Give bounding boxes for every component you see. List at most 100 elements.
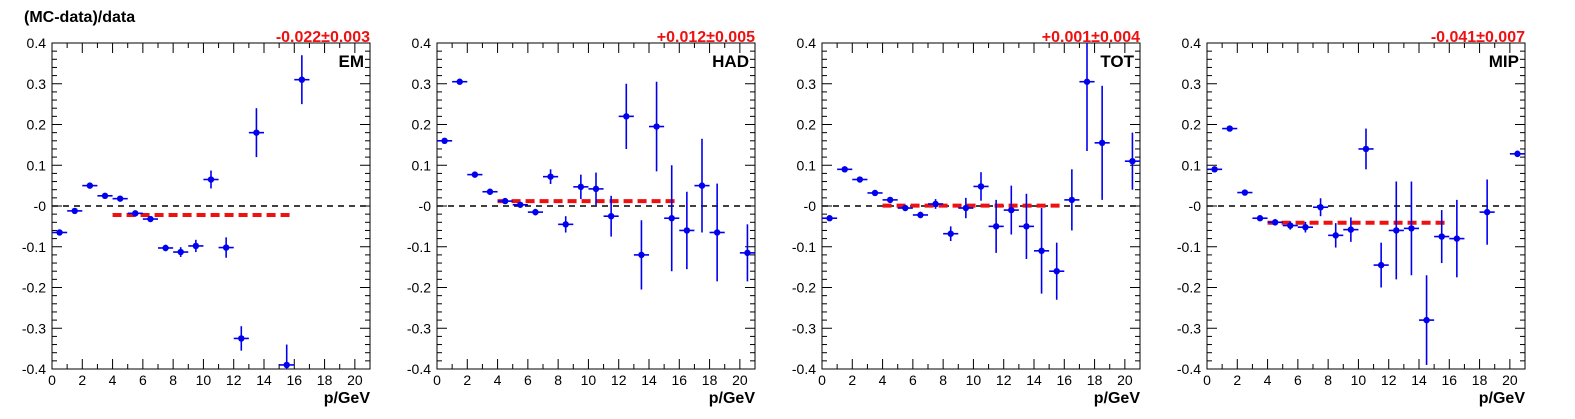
x-tick-label: 2 — [78, 372, 86, 388]
data-point — [744, 249, 751, 257]
panel-label: EM — [339, 52, 365, 71]
x-tick-label: 20 — [732, 372, 748, 388]
data-point — [1271, 219, 1279, 226]
x-tick-label: 6 — [139, 372, 147, 388]
y-tick-label: -0 — [419, 198, 432, 214]
x-tick-label: 14 — [256, 372, 272, 388]
y-tick-label: 0.2 — [412, 117, 432, 133]
chart-panel-had: -0.4 -0.3 -0.2 -0.1 -0 0.1 0.2 0.3 0.4 0 2 4 6 8 10 12 1… — [407, 29, 756, 407]
x-tick-label: 20 — [347, 372, 363, 388]
x-tick-label: 16 — [671, 372, 687, 388]
data-points — [822, 43, 1140, 300]
panel-label: HAD — [712, 52, 749, 71]
figure-title: (MC-data)/data — [24, 9, 135, 26]
data-point — [962, 204, 970, 212]
data-point — [902, 204, 909, 212]
y-tick-label: -0.2 — [792, 280, 816, 296]
y-tick-label: 0.2 — [797, 117, 817, 133]
y-tick-label: -0.4 — [792, 361, 816, 377]
data-point — [1483, 208, 1491, 216]
data-point — [1083, 78, 1091, 85]
x-tick-label: 20 — [1502, 372, 1518, 388]
x-tick-label: 10 — [581, 372, 597, 388]
data-point — [947, 230, 954, 237]
x-tick-label: 8 — [169, 372, 177, 388]
x-tick-label: 2 — [1233, 372, 1241, 388]
data-point — [871, 189, 879, 197]
x-tick-label: 4 — [109, 372, 117, 388]
y-tick-label: -0.3 — [407, 320, 431, 336]
x-tick-label: 2 — [848, 372, 856, 388]
x-tick-label: 12 — [1381, 372, 1397, 388]
data-point — [116, 195, 124, 202]
data-point — [1377, 261, 1385, 269]
y-tick-label: -0.1 — [22, 239, 46, 255]
x-tick-label: 20 — [1117, 372, 1133, 388]
data-point — [562, 221, 569, 228]
data-point — [1256, 215, 1264, 222]
data-point — [177, 248, 184, 256]
x-tick-label: 0 — [48, 372, 56, 388]
data-point — [917, 211, 924, 219]
data-point — [238, 335, 245, 342]
data-point — [577, 183, 585, 191]
data-point — [1023, 223, 1030, 230]
x-tick-label: 12 — [996, 372, 1012, 388]
data-point — [71, 207, 78, 215]
y-tick-label: 0.2 — [27, 117, 47, 133]
data-point — [132, 210, 139, 217]
y-tick-label: 0.1 — [412, 157, 432, 173]
data-point — [1211, 166, 1218, 173]
x-tick-label: 10 — [196, 372, 212, 388]
y-tick-label: -0.1 — [407, 239, 431, 255]
data-point — [1317, 204, 1324, 211]
x-tick-label: 14 — [1411, 372, 1427, 388]
x-tick-label: 10 — [966, 372, 982, 388]
data-point — [1408, 225, 1415, 232]
data-point — [1453, 235, 1461, 242]
y-tick-label: -0.2 — [22, 280, 46, 296]
y-tick-label: -0.3 — [22, 320, 46, 336]
data-point — [1053, 268, 1060, 275]
data-point — [1514, 150, 1521, 158]
x-tick-label: 4 — [1264, 372, 1272, 388]
x-tick-label: 2 — [463, 372, 471, 388]
data-point — [886, 196, 894, 204]
y-tick-label: -0 — [34, 198, 47, 214]
y-tick-label: 0.4 — [797, 35, 817, 51]
x-tick-label: 16 — [286, 372, 302, 388]
data-point — [623, 113, 630, 120]
chart-panel-tot: -0.4 -0.3 -0.2 -0.1 -0 0.1 0.2 0.3 0.4 0 2 4 6 8 10 12 1… — [792, 29, 1141, 407]
data-point — [698, 182, 706, 189]
data-point — [1332, 232, 1339, 239]
y-tick-label: -0.4 — [1177, 361, 1201, 377]
x-tick-label: 18 — [1472, 372, 1488, 388]
data-point — [162, 244, 169, 252]
data-point — [456, 78, 463, 85]
y-tick-label: 0.3 — [27, 76, 47, 92]
data-point — [101, 192, 109, 200]
data-point — [1302, 223, 1309, 231]
data-point — [932, 200, 939, 208]
y-tick-label: -0.4 — [22, 361, 46, 377]
data-point — [1226, 125, 1233, 132]
y-tick-label: 0.3 — [1182, 76, 1202, 92]
data-point — [532, 208, 539, 216]
x-tick-label: 14 — [1026, 372, 1042, 388]
data-point — [207, 176, 215, 183]
data-point — [592, 185, 600, 193]
x-tick-label: 8 — [554, 372, 562, 388]
x-tick-label: 16 — [1441, 372, 1457, 388]
data-point — [1038, 247, 1045, 255]
data-point — [1098, 139, 1106, 147]
y-tick-label: 0.4 — [1182, 35, 1202, 51]
data-point — [992, 223, 1000, 230]
data-points — [1207, 125, 1525, 365]
y-tick-label: 0.4 — [27, 35, 47, 51]
panel-label: TOT — [1100, 52, 1134, 71]
fit-result-label: +0.012±0.005 — [657, 29, 755, 46]
data-point — [501, 197, 509, 205]
x-tick-label: 6 — [1294, 372, 1302, 388]
data-point — [856, 176, 864, 183]
x-tick-label: 16 — [1056, 372, 1072, 388]
